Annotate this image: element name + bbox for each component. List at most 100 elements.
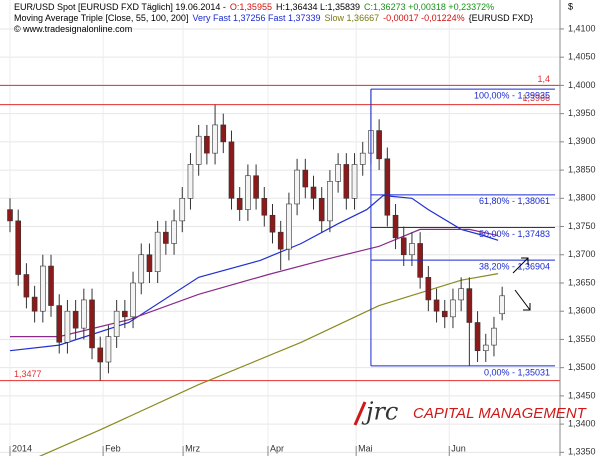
candle-body [171, 220, 177, 244]
fib-label: 38,20% - 1,36904 [479, 262, 550, 272]
candle-body [343, 164, 350, 199]
y-tick-label: 1,3800 [568, 193, 596, 203]
header-text: H:1,36434 L:1,35839 [276, 2, 360, 12]
candle-body [204, 135, 210, 154]
grid [0, 0, 560, 456]
x-tick-label: Apr [270, 443, 284, 453]
candle-body [72, 310, 79, 329]
candle-body [15, 220, 22, 275]
candle-body [228, 141, 235, 199]
candle-body [64, 310, 71, 343]
header-line: Moving Average Triple [Close, 55, 100, 2… [14, 13, 533, 23]
candle-body [163, 231, 169, 244]
header-text: Very Fast 1,37256 Fast 1,37339 [192, 13, 320, 23]
y-tick-label: 1,3700 [568, 249, 596, 259]
candle-body [433, 299, 440, 312]
header-text: -0,00017 -0,01224% [383, 13, 465, 23]
candle-body [179, 198, 186, 222]
level-label: 1,3966 [522, 93, 550, 103]
candle-body [384, 158, 391, 216]
candle-body [286, 203, 292, 250]
y-tick-label: 1,4050 [568, 52, 596, 62]
candle-body [425, 277, 432, 301]
candle-body [154, 231, 161, 272]
y-tick-label: 1,3500 [568, 362, 596, 372]
x-tick-label: Mrz [185, 443, 200, 453]
candle-body [450, 299, 456, 318]
y-tick-label: 1,3550 [568, 334, 596, 344]
x-tick-label: Feb [105, 443, 121, 453]
candle-body [122, 310, 128, 318]
candle-body [392, 214, 399, 239]
y-tick-label: 1,4100 [568, 23, 596, 33]
header-text: EUR/USD Spot [EURUSD FXD Täglich] 19.06.… [14, 2, 226, 12]
candle-body [499, 295, 505, 315]
candle-body [130, 282, 136, 318]
logo-text: CAPITAL MANAGEMENT [413, 405, 588, 422]
header-text: {EURUSD FXD} [469, 13, 534, 23]
y-tick-label: 1,3600 [568, 306, 596, 316]
candle-body [23, 274, 30, 298]
candle-body [474, 322, 481, 352]
candle-body [138, 254, 145, 284]
level-label: 1,3477 [14, 369, 42, 379]
header-line: © www.tradesignalonline.com [14, 24, 132, 34]
candle-body [482, 344, 489, 352]
header-text: O:1,35955 [230, 2, 272, 12]
candle-body [48, 265, 54, 306]
candle-body [105, 336, 112, 363]
y-tick-label: 1,3750 [568, 221, 596, 231]
candle-body [327, 181, 333, 222]
candle-body [113, 310, 120, 337]
plot-area: 1,4 1,3966 1,3477 100,00% - 1,39935 61,80% -… [0, 74, 560, 456]
candle-body [400, 237, 407, 256]
candle-body [466, 288, 473, 323]
y-tick-label: 1,4000 [568, 80, 596, 90]
candle-body [146, 254, 153, 272]
candle-body [441, 310, 448, 318]
candle-body [220, 124, 227, 143]
candle-body [261, 198, 268, 216]
level-label: 1,4 [537, 74, 550, 84]
fib-label: 100,00% - 1,39935 [474, 90, 550, 100]
candle-body [81, 299, 87, 329]
logo-mark: jrc [361, 398, 398, 426]
candle-body [294, 169, 300, 205]
candle-body [318, 198, 325, 222]
candle-body [236, 198, 243, 210]
y-tick-label: 1,3950 [568, 108, 596, 118]
header-line: EUR/USD Spot [EURUSD FXD Täglich] 19.06.… [14, 2, 494, 12]
fib-label: 0,00% - 1,35031 [484, 367, 550, 377]
candle-body [491, 327, 497, 346]
y-tick-label: 1,3400 [568, 418, 596, 428]
logo: jrc CAPITAL MANAGEMENT [353, 398, 588, 426]
y-tick-label: 1,3450 [568, 390, 596, 400]
header-text: Slow 1,36667 [325, 13, 380, 23]
candle-body [458, 288, 464, 301]
axis: 1,3350 1,3400 1,3450 1,3500 1,3550 1,3600 1,36… [9, 23, 596, 456]
candle-body [7, 209, 13, 222]
fib-label: 61,80% - 1,38061 [479, 196, 550, 206]
x-tick-label: 2014 [12, 443, 32, 453]
candle-body [187, 164, 194, 199]
candle-body [310, 186, 317, 199]
candle-body [302, 169, 309, 188]
trend-arrows [512, 257, 531, 311]
candle-body [409, 243, 415, 256]
candle-body [376, 130, 382, 160]
header-text: C:1,36273 +0,00318 +0,23372% [364, 2, 494, 12]
header: EUR/USD Spot [EURUSD FXD Täglich] 19.06.… [14, 2, 533, 34]
candle-body [245, 175, 251, 210]
candle-body [40, 265, 46, 312]
candle-body [253, 175, 259, 199]
currency-label: $ [568, 1, 573, 11]
candle-body [212, 124, 218, 154]
candle-body [351, 164, 358, 199]
x-tick-label: Mai [358, 443, 373, 453]
candle-body [195, 135, 202, 165]
y-tick-label: 1,3850 [568, 164, 596, 174]
candle-body [89, 299, 95, 349]
